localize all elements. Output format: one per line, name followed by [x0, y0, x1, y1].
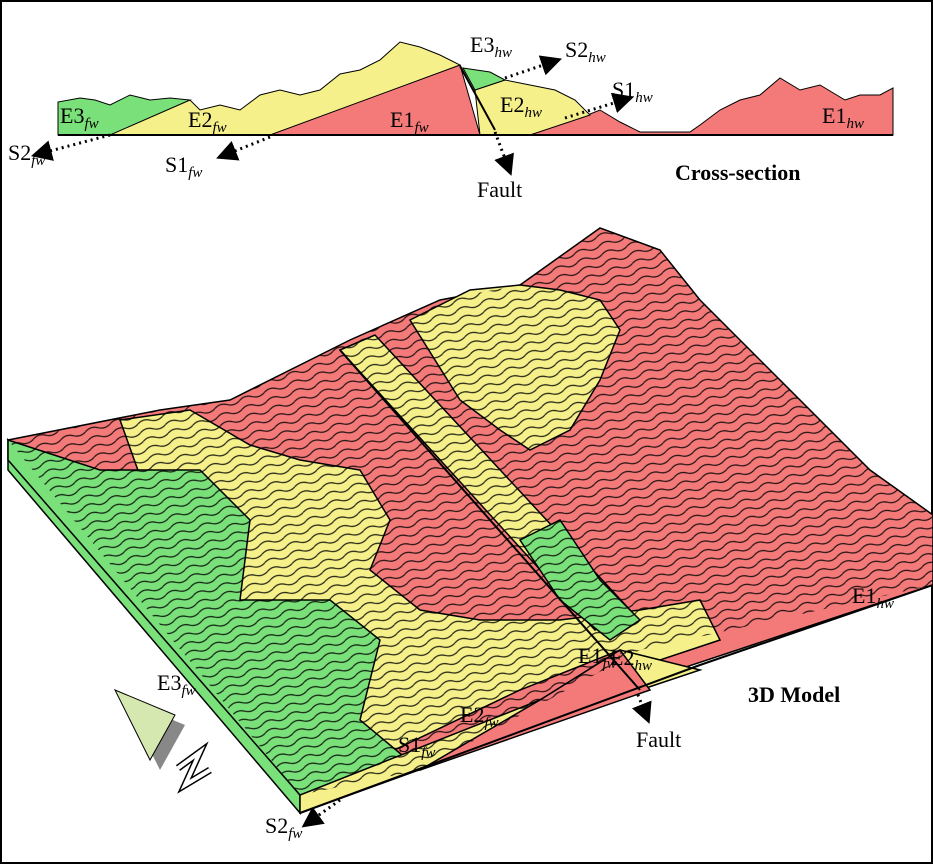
unit-sub: fw — [288, 826, 302, 842]
unit-sub: fw — [181, 683, 195, 699]
unit-sub: fw — [188, 165, 202, 181]
unit-name: E2 — [500, 92, 524, 117]
unit-sub: hw — [846, 116, 864, 132]
unit-name: E2 — [188, 107, 212, 132]
unit-sub: fw — [484, 715, 498, 731]
section-title: Cross-section — [675, 160, 800, 185]
unit-name: S1 — [398, 732, 421, 757]
unit-sub: fw — [421, 745, 435, 761]
unit-sub: fw — [414, 120, 428, 136]
unit-name: S1 — [165, 152, 188, 177]
figure: E3fwE2fwE1fwE2hwE1hwE3hwS2hwS1hwS2fwS1fw… — [0, 0, 933, 864]
unit-name: E1 — [578, 643, 602, 668]
unit-sub: hw — [524, 105, 542, 121]
unit-sub: hw — [634, 658, 652, 674]
model-title: 3D Model — [748, 682, 840, 707]
unit-name: S1 — [612, 77, 635, 102]
unit-name: E1 — [390, 107, 414, 132]
unit-name: E3 — [470, 32, 494, 57]
unit-name: E3 — [157, 670, 181, 695]
unit-name: S2 — [565, 37, 588, 62]
fault-label: Fault — [477, 177, 522, 202]
unit-name: E2 — [460, 702, 484, 727]
unit-sub: hw — [494, 45, 512, 61]
page: {"cross_section": {"title": "Cross-secti… — [0, 0, 933, 864]
unit-sub: hw — [635, 90, 653, 106]
unit-sub: fw — [212, 120, 226, 136]
unit-name: E2 — [610, 645, 634, 670]
fault-label: Fault — [636, 727, 681, 752]
unit-sub: hw — [588, 50, 606, 66]
unit-name: S2 — [8, 140, 31, 165]
unit-name: E1 — [852, 583, 876, 608]
unit-name: S2 — [265, 813, 288, 838]
unit-sub: fw — [31, 153, 45, 169]
unit-sub: hw — [876, 596, 894, 612]
unit-name: E3 — [60, 103, 84, 128]
unit-name: E1 — [822, 103, 846, 128]
unit-sub: fw — [84, 116, 98, 132]
